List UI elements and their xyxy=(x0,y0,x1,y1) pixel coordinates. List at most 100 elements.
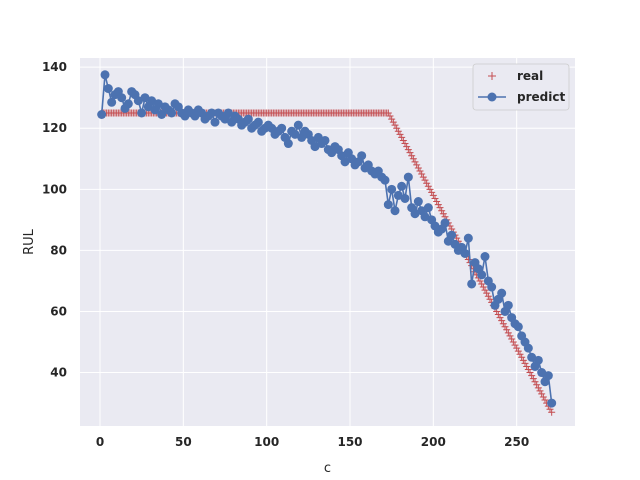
real-point xyxy=(498,317,506,325)
real-point xyxy=(496,314,504,322)
real-point xyxy=(401,140,409,148)
predict-point xyxy=(387,184,397,194)
real-point xyxy=(386,112,394,120)
predict-point xyxy=(440,218,450,228)
real-point xyxy=(533,381,541,389)
predict-point xyxy=(107,97,117,107)
real-point xyxy=(503,326,511,334)
predict-point xyxy=(423,203,433,213)
real-point xyxy=(538,390,546,398)
real-point xyxy=(529,375,537,383)
series-layer xyxy=(97,70,557,416)
real-point xyxy=(526,369,534,377)
predict-point xyxy=(400,193,410,203)
predict-point xyxy=(497,288,507,298)
x-tick-label: 0 xyxy=(96,435,104,449)
predict-point xyxy=(523,343,533,353)
x-axis-label: c xyxy=(324,461,331,476)
predict-point xyxy=(117,93,127,103)
predict-point xyxy=(543,371,553,381)
plot-background xyxy=(80,58,575,426)
predict-point xyxy=(167,108,177,118)
real-point xyxy=(548,408,556,416)
legend-label-predict: predict xyxy=(517,90,565,104)
legend-label-real: real xyxy=(517,69,543,83)
predict-point xyxy=(357,151,367,161)
y-tick-label: 40 xyxy=(50,366,67,380)
real-point xyxy=(411,158,419,166)
real-point xyxy=(438,207,446,215)
real-point xyxy=(506,332,514,340)
predict-point xyxy=(383,200,393,210)
real-point xyxy=(524,366,532,374)
predict-point xyxy=(447,230,457,240)
predict-point xyxy=(283,139,293,149)
legend-predict-dot-icon xyxy=(487,92,497,102)
real-point xyxy=(419,173,427,181)
predict-point xyxy=(157,109,167,119)
real-point xyxy=(388,115,396,123)
real-point xyxy=(523,362,531,370)
real-point xyxy=(406,149,414,157)
real-point xyxy=(423,179,431,187)
real-point xyxy=(418,170,426,178)
predict-point xyxy=(210,117,220,127)
real-point xyxy=(416,167,424,175)
real-point xyxy=(483,289,491,297)
legend-item-predict: predict xyxy=(478,90,565,104)
real-point xyxy=(398,133,406,141)
real-point xyxy=(539,393,547,401)
predict-point xyxy=(547,398,557,408)
predict-point xyxy=(477,270,487,280)
predict-point xyxy=(320,135,330,145)
real-point xyxy=(421,176,429,184)
real-point xyxy=(494,311,502,319)
real-point xyxy=(409,155,417,163)
y-tick-label: 140 xyxy=(42,60,67,74)
predict-point xyxy=(463,233,473,243)
predict-point xyxy=(293,120,303,130)
real-point xyxy=(393,124,401,132)
real-point xyxy=(509,338,517,346)
real-point xyxy=(504,329,512,337)
predict-point xyxy=(97,109,107,119)
real-point xyxy=(479,283,487,291)
real-point xyxy=(431,194,439,202)
predict-point xyxy=(467,279,477,289)
real-point xyxy=(514,347,522,355)
real-point xyxy=(389,118,397,126)
real-point xyxy=(501,323,509,331)
y-tick-label: 100 xyxy=(42,182,67,196)
predict-point xyxy=(243,114,253,124)
y-axis-label: RUL xyxy=(22,228,37,255)
real-point xyxy=(414,164,422,172)
real-point xyxy=(516,350,524,358)
grid-lines xyxy=(80,58,575,426)
real-point xyxy=(528,372,536,380)
predict-point xyxy=(103,84,113,94)
real-point xyxy=(394,127,402,135)
real-point xyxy=(413,161,421,169)
y-tick-label: 80 xyxy=(50,243,67,257)
predict-point xyxy=(460,248,470,258)
x-tick-label: 100 xyxy=(254,435,279,449)
real-point xyxy=(521,359,529,367)
predict-point xyxy=(207,108,217,118)
predict-point xyxy=(100,70,110,80)
x-tick-label: 50 xyxy=(175,435,192,449)
predict-point xyxy=(277,123,287,133)
real-point xyxy=(408,152,416,160)
real-point xyxy=(484,292,492,300)
real-point xyxy=(434,201,442,209)
predict-point xyxy=(480,252,490,262)
x-tick-label: 200 xyxy=(421,435,446,449)
real-point xyxy=(536,387,544,395)
legend: real predict xyxy=(472,63,570,111)
real-point xyxy=(519,356,527,364)
tick-labels: 0 50 100 150 200 250 40 60 80 100 120 140 xyxy=(42,60,529,449)
real-point xyxy=(534,384,542,392)
y-tick-label: 60 xyxy=(50,304,67,318)
real-point xyxy=(478,280,486,288)
legend-box xyxy=(472,63,570,111)
